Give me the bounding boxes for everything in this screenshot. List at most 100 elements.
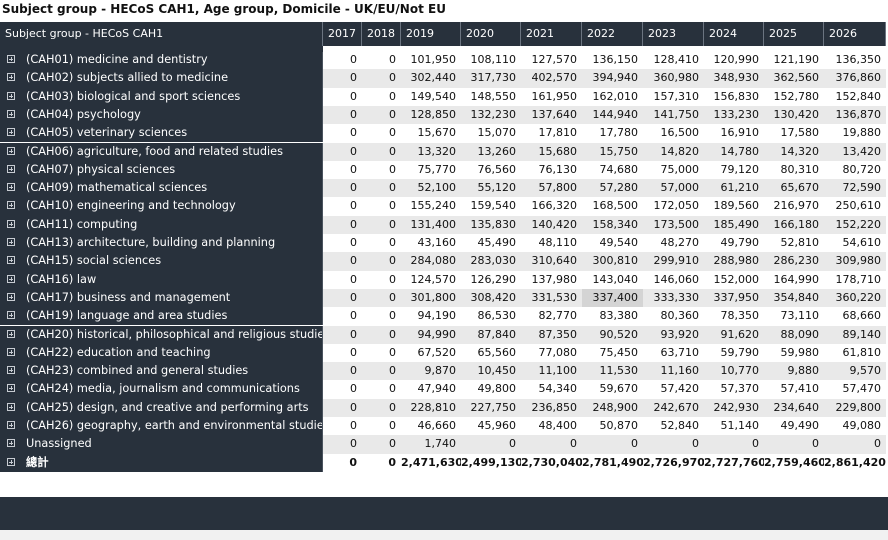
value-cell: 47,940 xyxy=(401,380,461,398)
expand-icon[interactable] xyxy=(7,238,15,246)
value-cell: 57,800 xyxy=(521,179,582,197)
expand-icon[interactable] xyxy=(7,348,15,356)
value-cell: 11,530 xyxy=(582,362,643,380)
value-cell: 0 xyxy=(362,252,401,270)
value-cell: 15,750 xyxy=(582,143,643,161)
row-label[interactable]: (CAH16) law xyxy=(0,271,323,289)
value-cell: 0 xyxy=(323,143,362,161)
value-cell: 164,990 xyxy=(764,271,824,289)
value-cell: 14,780 xyxy=(704,143,764,161)
value-cell: 124,570 xyxy=(401,271,461,289)
row-label[interactable]: (CAH03) biological and sport sciences xyxy=(0,88,323,106)
row-label[interactable]: (CAH22) education and teaching xyxy=(0,344,323,362)
expand-icon[interactable] xyxy=(7,183,15,191)
value-cell: 0 xyxy=(323,179,362,197)
value-cell: 362,560 xyxy=(764,69,824,87)
row-label[interactable]: (CAH24) media, journalism and communicat… xyxy=(0,380,323,398)
value-cell: 9,880 xyxy=(764,362,824,380)
value-cell: 0 xyxy=(582,435,643,453)
value-cell: 15,670 xyxy=(401,124,461,142)
value-cell: 52,810 xyxy=(764,234,824,252)
row-label[interactable]: (CAH15) social sciences xyxy=(0,252,323,270)
value-cell: 93,920 xyxy=(643,326,704,344)
row-label[interactable]: (CAH10) engineering and technology xyxy=(0,197,323,215)
row-label[interactable]: (CAH23) combined and general studies xyxy=(0,362,323,380)
value-cell: 17,580 xyxy=(764,124,824,142)
value-cell: 158,340 xyxy=(582,216,643,234)
row-label[interactable]: (CAH09) mathematical sciences xyxy=(0,179,323,197)
row-label[interactable]: (CAH06) agriculture, food and related st… xyxy=(0,143,323,161)
expand-icon[interactable] xyxy=(7,92,15,100)
value-cell: 308,420 xyxy=(461,289,521,307)
value-cell: 331,530 xyxy=(521,289,582,307)
value-cell: 0 xyxy=(362,326,401,344)
value-cell: 11,100 xyxy=(521,362,582,380)
expand-icon[interactable] xyxy=(7,439,15,447)
row-label[interactable]: (CAH25) design, and creative and perform… xyxy=(0,399,323,417)
value-cell: 48,400 xyxy=(521,417,582,435)
value-cell: 54,340 xyxy=(521,380,582,398)
column-header: 2024 xyxy=(704,22,764,46)
row-label[interactable]: (CAH02) subjects allied to medicine xyxy=(0,69,323,87)
value-cell: 49,540 xyxy=(582,234,643,252)
value-cell: 59,790 xyxy=(704,344,764,362)
expand-icon[interactable] xyxy=(7,73,15,81)
row-label[interactable]: (CAH01) medicine and dentistry xyxy=(0,51,323,69)
value-cell: 80,310 xyxy=(764,161,824,179)
value-cell: 302,440 xyxy=(401,69,461,87)
value-cell: 337,950 xyxy=(704,289,764,307)
expand-icon[interactable] xyxy=(7,220,15,228)
expand-icon[interactable] xyxy=(7,311,15,319)
expand-icon[interactable] xyxy=(7,275,15,283)
row-label[interactable]: (CAH05) veterinary sciences xyxy=(0,124,323,142)
value-cell: 75,770 xyxy=(401,161,461,179)
value-cell: 0 xyxy=(323,51,362,69)
expand-icon[interactable] xyxy=(7,384,15,392)
expand-icon[interactable] xyxy=(7,147,15,155)
row-label[interactable]: (CAH26) geography, earth and environment… xyxy=(0,417,323,435)
expand-icon[interactable] xyxy=(7,55,15,63)
value-cell: 17,780 xyxy=(582,124,643,142)
value-cell: 152,000 xyxy=(704,271,764,289)
value-cell: 402,570 xyxy=(521,69,582,87)
value-cell: 0 xyxy=(362,143,401,161)
row-label[interactable]: (CAH20) historical, philosophical and re… xyxy=(0,326,323,344)
expand-icon[interactable] xyxy=(7,403,15,411)
value-cell: 0 xyxy=(362,197,401,215)
value-cell: 121,190 xyxy=(764,51,824,69)
row-label[interactable]: 總計 xyxy=(0,454,323,472)
row-label[interactable]: Unassigned xyxy=(0,435,323,453)
value-cell: 50,870 xyxy=(582,417,643,435)
row-label[interactable]: (CAH11) computing xyxy=(0,216,323,234)
value-cell: 189,560 xyxy=(704,197,764,215)
row-label[interactable]: (CAH07) physical sciences xyxy=(0,161,323,179)
row-label[interactable]: (CAH04) psychology xyxy=(0,106,323,124)
value-cell: 15,680 xyxy=(521,143,582,161)
expand-icon[interactable] xyxy=(7,128,15,136)
value-cell: 216,970 xyxy=(764,197,824,215)
value-cell: 67,520 xyxy=(401,344,461,362)
expand-icon[interactable] xyxy=(7,458,15,466)
expand-icon[interactable] xyxy=(7,421,15,429)
value-cell: 0 xyxy=(323,362,362,380)
value-cell: 0 xyxy=(824,435,886,453)
expand-icon[interactable] xyxy=(7,201,15,209)
value-cell: 57,280 xyxy=(582,179,643,197)
row-label[interactable]: (CAH13) architecture, building and plann… xyxy=(0,234,323,252)
value-cell: 143,040 xyxy=(582,271,643,289)
value-cell: 45,490 xyxy=(461,234,521,252)
expand-icon[interactable] xyxy=(7,256,15,264)
expand-icon[interactable] xyxy=(7,165,15,173)
value-cell: 0 xyxy=(323,344,362,362)
expand-icon[interactable] xyxy=(7,366,15,374)
column-header: 2023 xyxy=(643,22,704,46)
value-cell: 61,810 xyxy=(824,344,886,362)
expand-icon[interactable] xyxy=(7,330,15,338)
expand-icon[interactable] xyxy=(7,110,15,118)
row-label[interactable]: (CAH19) language and area studies xyxy=(0,307,323,325)
row-label[interactable]: (CAH17) business and management xyxy=(0,289,323,307)
value-cell: 236,850 xyxy=(521,399,582,417)
column-header: 2025 xyxy=(764,22,824,46)
expand-icon[interactable] xyxy=(7,293,15,301)
